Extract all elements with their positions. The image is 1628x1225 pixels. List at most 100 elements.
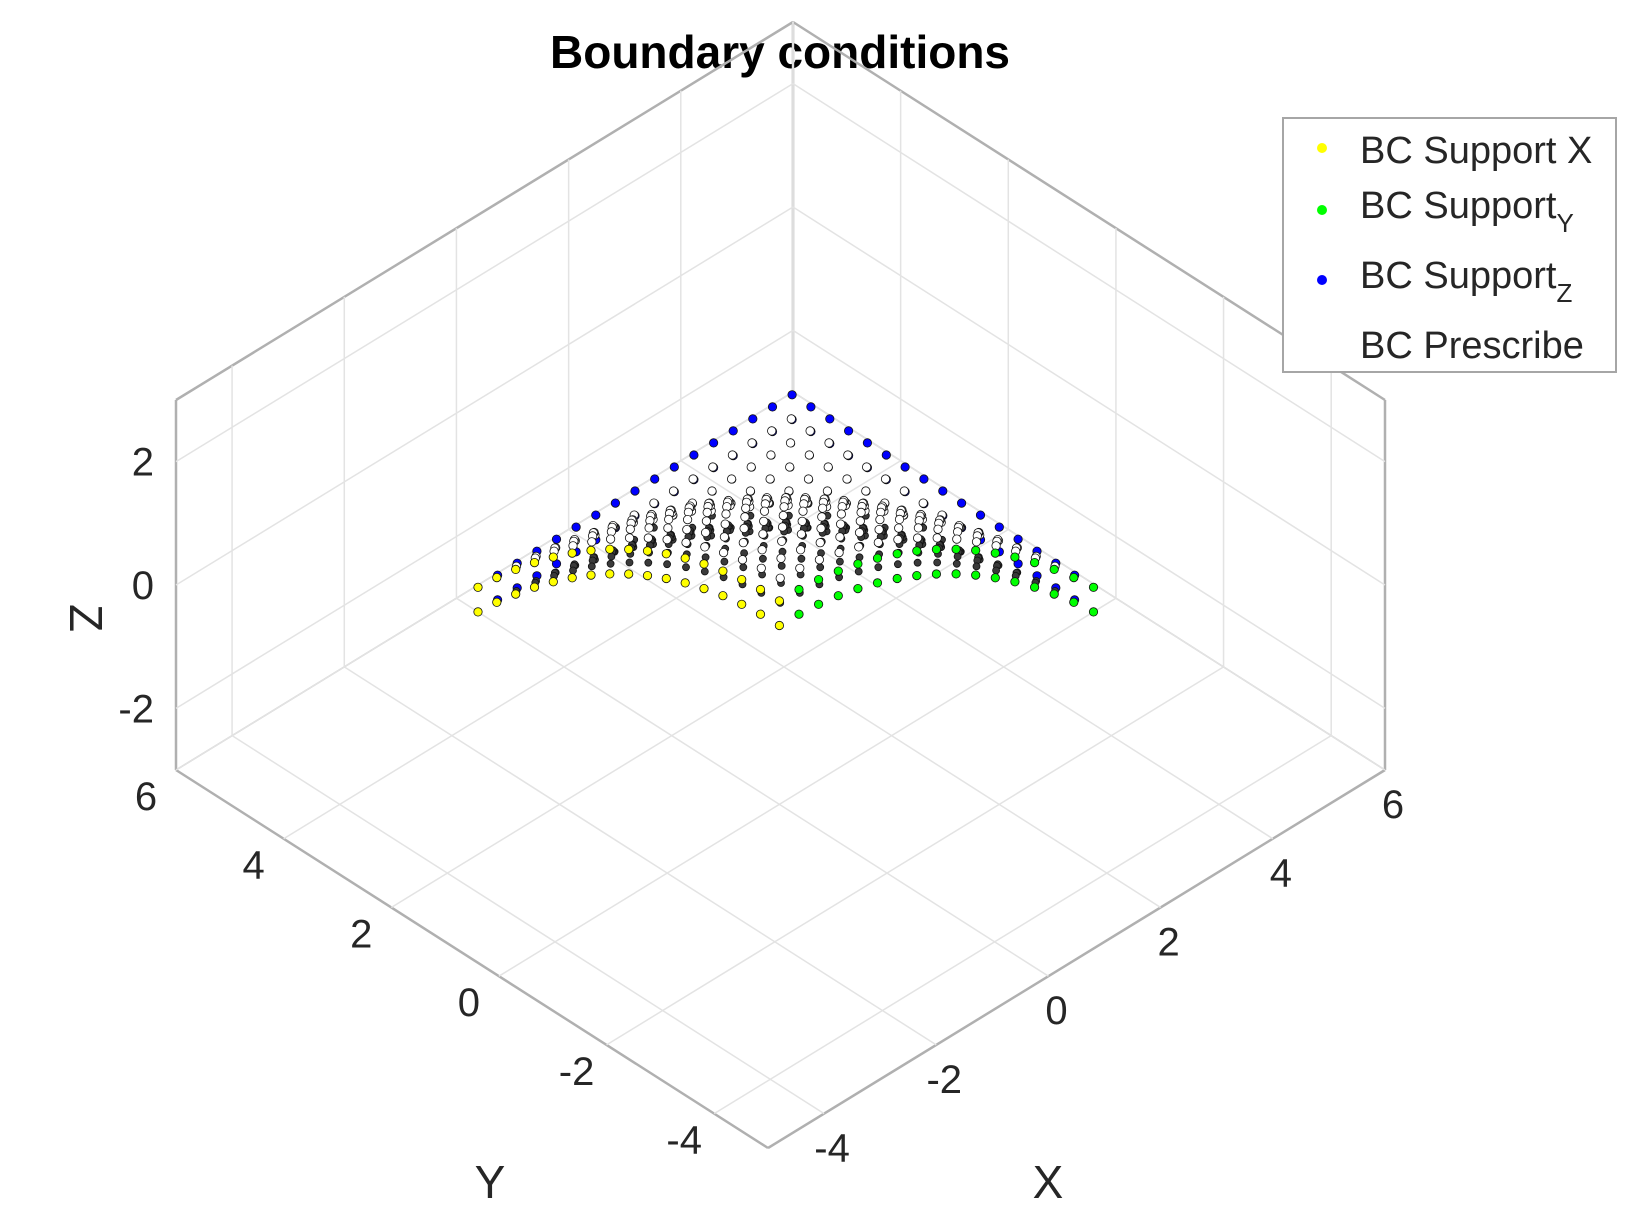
point-support-y [892, 573, 902, 584]
point-support-x [605, 569, 615, 579]
point-support-y [912, 546, 922, 556]
point-prescribe [796, 529, 807, 539]
mesh-point [644, 558, 653, 567]
chart-title: Boundary conditions [550, 26, 1010, 78]
point-support-z [728, 426, 738, 436]
point-prescribe [767, 426, 777, 436]
point-prescribe [836, 509, 847, 519]
point-prescribe [835, 519, 846, 529]
point-prescribe [726, 474, 737, 484]
point-prescribe [854, 527, 865, 538]
point-prescribe [824, 438, 834, 448]
point-support-x [473, 582, 483, 592]
y-tick-label: -2 [559, 1050, 595, 1094]
point-support-z [669, 462, 679, 472]
point-support-z [630, 486, 640, 496]
mesh-point [663, 560, 671, 569]
point-prescribe [894, 514, 905, 525]
grid-line [175, 206, 794, 586]
point-support-y [990, 573, 1000, 583]
point-support-x [642, 546, 653, 556]
point-prescribe [971, 537, 982, 547]
point-support-y [1010, 552, 1020, 562]
point-prescribe [664, 514, 674, 525]
point-support-x [699, 559, 709, 569]
point-support-z [748, 414, 758, 424]
mesh-point [797, 554, 806, 563]
point-prescribe [894, 523, 904, 533]
point-prescribe [912, 533, 923, 543]
y-tick-label: 4 [243, 844, 265, 888]
point-prescribe [817, 503, 828, 513]
legend: BC Support X BC SupportY BC SupportZ BC … [1282, 117, 1617, 373]
legend-label-support-y: BC SupportY [1360, 185, 1574, 238]
grid-line [498, 597, 1117, 977]
grid-line [568, 528, 1162, 909]
mesh-point [854, 567, 863, 576]
z-tick-label: 0 [132, 564, 154, 608]
point-support-x [680, 578, 690, 588]
mesh-point [700, 567, 709, 576]
mesh-point [682, 563, 690, 572]
legend-marker-prescribe [1316, 342, 1328, 354]
point-prescribe [718, 547, 729, 558]
point-support-y [990, 548, 1000, 558]
point-support-y [971, 545, 981, 556]
point-prescribe [815, 538, 825, 548]
axes-edge [175, 768, 769, 1150]
grid-line [792, 83, 1386, 463]
point-support-x [661, 573, 671, 584]
point-support-y [1049, 564, 1059, 575]
point-support-z [881, 450, 891, 460]
grid-line [792, 391, 1386, 771]
point-prescribe [775, 573, 785, 583]
data-points [473, 390, 1099, 631]
point-support-z [919, 474, 929, 484]
point-prescribe [663, 523, 673, 533]
point-support-z [938, 486, 948, 496]
grid-line [456, 597, 1049, 977]
point-support-z [1013, 534, 1023, 544]
point-support-y [931, 544, 942, 555]
x-tick-label: 0 [1045, 989, 1067, 1033]
point-support-y [833, 566, 843, 576]
point-support-y [1088, 607, 1099, 617]
grid-line [390, 528, 1009, 909]
point-support-x [774, 596, 785, 606]
point-prescribe [701, 516, 712, 526]
legend-label-support-x: BC Support X [1360, 130, 1592, 172]
point-support-y [971, 570, 981, 580]
point-prescribe [843, 450, 853, 460]
point-support-x [624, 544, 634, 555]
point-prescribe [625, 524, 635, 534]
mesh-point [972, 562, 981, 571]
point-prescribe [874, 524, 884, 535]
point-support-y [912, 570, 922, 581]
legend-label-support-z: BC SupportZ [1360, 255, 1572, 308]
point-prescribe [759, 506, 770, 516]
point-support-z [806, 402, 816, 412]
point-support-x [473, 607, 483, 617]
point-support-y [813, 599, 824, 609]
point-prescribe [861, 486, 871, 496]
point-prescribe [913, 523, 924, 533]
point-prescribe [875, 514, 885, 525]
point-prescribe [785, 438, 796, 448]
point-support-z [551, 534, 562, 544]
point-prescribe [856, 507, 866, 518]
point-support-x [529, 582, 540, 592]
mesh-point [777, 562, 786, 570]
point-prescribe [739, 523, 749, 534]
point-support-x [661, 549, 671, 559]
point-support-y [794, 584, 804, 595]
point-prescribe [779, 502, 789, 512]
point-prescribe [797, 516, 807, 526]
point-support-z [689, 450, 699, 460]
grid-line [231, 735, 825, 1115]
point-support-x [605, 544, 615, 554]
point-support-z [610, 498, 621, 508]
point-support-x [586, 570, 596, 580]
point-support-x [567, 548, 577, 558]
point-prescribe [835, 532, 845, 542]
point-support-x [642, 570, 653, 581]
